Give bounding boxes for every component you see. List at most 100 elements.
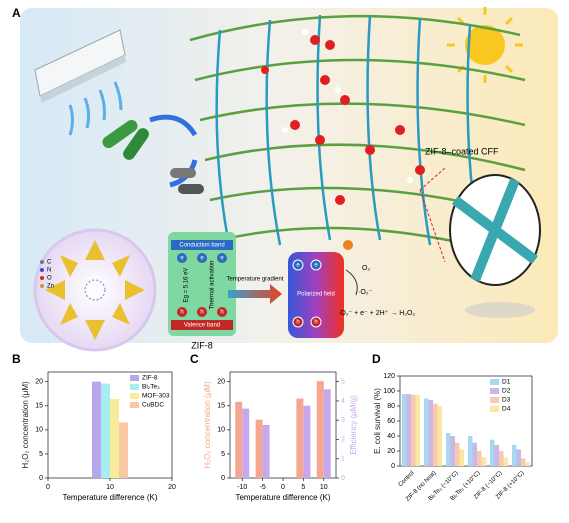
- bar: [424, 398, 429, 466]
- y2-tick-label: 1: [341, 456, 345, 463]
- bar: [323, 389, 331, 478]
- y-tick-label: 20: [35, 378, 43, 385]
- bar: [101, 383, 110, 478]
- legend-swatch: [130, 402, 139, 408]
- bar: [303, 405, 311, 478]
- x-axis-label: Temperature difference (K): [235, 493, 330, 502]
- bar: [92, 381, 101, 478]
- y-axis-label: E. coli survival (%): [373, 388, 382, 454]
- electron-label: e: [220, 256, 224, 262]
- legend-swatch: [490, 379, 499, 385]
- bar: [450, 436, 455, 466]
- bar: [446, 433, 451, 466]
- legend-swatch: [130, 384, 139, 390]
- bar: [255, 419, 263, 478]
- y2-tick-label: 5: [341, 378, 345, 385]
- bar: [494, 445, 499, 466]
- panel-label: B: [12, 352, 21, 366]
- panel-label: C: [190, 352, 199, 366]
- hole-label: h: [296, 320, 299, 326]
- y2-axis-label: Efficiency (μM/g): [349, 395, 358, 455]
- legend-label: D2: [502, 388, 511, 395]
- gradient-arrow: Temperature gradient: [226, 277, 284, 304]
- hole-label: h: [200, 310, 203, 316]
- bar: [525, 462, 530, 466]
- panel-a-background: [20, 8, 558, 343]
- y2-tick-label: 2: [341, 436, 345, 443]
- bar: [406, 394, 411, 466]
- y2-tick-label: 0: [341, 475, 345, 482]
- y-tick-label: 100: [383, 388, 395, 395]
- bar: [433, 403, 438, 466]
- legend-label: CuBDC: [142, 402, 164, 409]
- bar: [455, 442, 460, 466]
- bar: [235, 401, 243, 478]
- x-tick-label: 0: [46, 484, 50, 491]
- x-tick-label: 5: [301, 484, 305, 491]
- coating-label: ZIF-8–coated CFF: [425, 146, 499, 156]
- y2-tick-label: 4: [341, 398, 345, 405]
- bar: [428, 400, 433, 466]
- y2-tick-label: 3: [341, 417, 345, 424]
- field-label: Polarized field: [297, 292, 335, 298]
- bar: [512, 445, 517, 466]
- air-conditioner: [34, 29, 126, 136]
- electron-label: e: [180, 256, 184, 262]
- conduction-band-label: Conduction band: [179, 243, 224, 249]
- y-tick-label: 5: [39, 451, 43, 458]
- legend-swatch: [130, 375, 139, 381]
- atom-label: O: [47, 276, 52, 282]
- y-tick-label: 20: [217, 378, 225, 385]
- y-tick-label: 0: [221, 475, 225, 482]
- bar: [459, 449, 464, 466]
- legend-label: D3: [502, 397, 511, 404]
- y-tick-label: 10: [35, 427, 43, 434]
- hole-label: h: [220, 310, 223, 316]
- bar: [411, 394, 416, 466]
- legend-swatch: [490, 406, 499, 412]
- bar: [516, 449, 521, 466]
- bar: [262, 425, 270, 478]
- superoxide-label: ·O₂⁻: [358, 289, 372, 296]
- x-tick-label: -5: [259, 484, 265, 491]
- bar: [477, 451, 482, 466]
- y-tick-label: 15: [35, 403, 43, 410]
- hole-label: h: [314, 320, 317, 326]
- bar: [481, 457, 486, 466]
- y-tick-label: 15: [217, 403, 225, 410]
- electron-label: e: [200, 256, 204, 262]
- y-tick-label: 10: [217, 427, 225, 434]
- x-tick-label: 10: [106, 484, 114, 491]
- oxygen-label: O₂: [362, 265, 370, 272]
- bar: [472, 442, 477, 466]
- bar: [499, 451, 504, 466]
- y-tick-label: 40: [387, 433, 395, 440]
- bar: [503, 457, 508, 466]
- x-axis-label: Temperature difference (K): [62, 493, 157, 502]
- reaction-label: ·O₂⁻ + e⁻ + 2H⁺ → H₂O₂: [338, 310, 415, 317]
- band-gap: Eg = 5.16 eV: [184, 268, 190, 303]
- legend-label: D4: [502, 406, 511, 413]
- y-tick-label: 0: [391, 463, 395, 470]
- bar: [242, 408, 250, 478]
- panel-label: A: [12, 6, 21, 20]
- fabric-net: [189, 14, 526, 257]
- polarized-rod: e e h h Polarized field: [288, 240, 358, 338]
- atom-legend: C N O Zn: [40, 260, 54, 290]
- x-tick-label: -10: [237, 484, 247, 491]
- bacteria: [102, 114, 204, 194]
- x-tick-label: Control: [398, 470, 416, 488]
- atom-label: C: [47, 260, 52, 266]
- legend-label: MOF-303: [142, 393, 170, 400]
- bar: [437, 406, 442, 466]
- molecules: [261, 29, 425, 205]
- legend-swatch: [490, 397, 499, 403]
- bar: [415, 394, 420, 466]
- legend-label: D1: [502, 379, 511, 386]
- zoom-lens: [419, 167, 541, 318]
- zif-structure: [33, 228, 157, 352]
- y-axis-label: H₂O₂ concentration (μM): [21, 381, 30, 469]
- legend-swatch: [130, 393, 139, 399]
- x-tick-label: 0: [281, 484, 285, 491]
